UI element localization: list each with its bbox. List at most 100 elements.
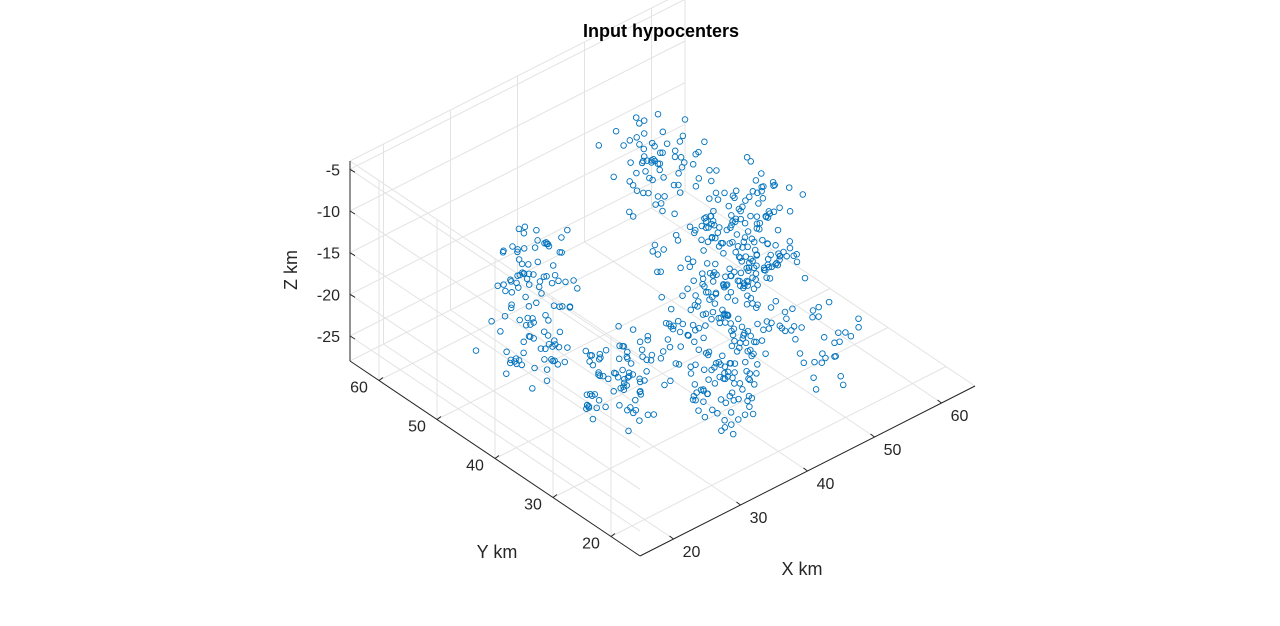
data-point — [700, 247, 707, 254]
data-point — [751, 338, 758, 346]
grid-line-z — [349, 335, 641, 532]
data-point — [733, 231, 741, 238]
data-point — [776, 204, 783, 211]
data-point — [525, 270, 533, 278]
data-point — [736, 344, 743, 351]
x-tick-mark — [669, 535, 674, 540]
data-point — [744, 292, 751, 299]
data-point — [695, 407, 702, 414]
z-tick-mark — [349, 168, 356, 173]
data-point — [847, 332, 855, 340]
data-point — [727, 288, 735, 296]
data-point — [731, 380, 738, 387]
data-point — [796, 350, 804, 357]
data-point — [551, 357, 558, 364]
x-tick-label: 60 — [951, 408, 969, 425]
data-point — [659, 149, 666, 156]
data-point — [754, 281, 761, 289]
data-point — [755, 200, 762, 207]
data-point — [525, 261, 532, 268]
data-point — [677, 343, 684, 350]
data-point — [722, 319, 729, 326]
data-point — [736, 380, 744, 387]
data-point — [754, 189, 761, 197]
data-point — [742, 197, 749, 204]
data-point — [729, 218, 736, 225]
data-point — [721, 417, 728, 424]
data-point — [763, 318, 771, 325]
data-point — [731, 337, 738, 345]
data-point — [540, 273, 548, 280]
data-point — [745, 264, 753, 271]
z-tick-mark — [349, 335, 356, 340]
data-point — [636, 378, 644, 386]
data-point — [772, 242, 779, 249]
data-point — [632, 114, 640, 121]
data-point — [638, 346, 646, 353]
data-point — [732, 218, 739, 225]
data-point — [734, 243, 742, 250]
data-point — [667, 305, 675, 313]
data-point — [744, 397, 751, 405]
data-point — [764, 240, 771, 247]
data-point — [535, 283, 543, 291]
data-point — [746, 403, 753, 410]
data-point — [562, 278, 569, 286]
data-point — [593, 404, 600, 412]
data-point — [657, 268, 664, 275]
z-tick-label: -25 — [317, 329, 340, 346]
data-point — [625, 369, 633, 377]
data-point — [692, 361, 699, 368]
data-point — [726, 392, 734, 400]
data-point — [650, 156, 657, 163]
data-point — [537, 345, 545, 352]
data-point — [800, 359, 808, 367]
data-point — [819, 350, 826, 357]
data-point — [661, 193, 668, 200]
data-point — [728, 212, 735, 219]
data-point — [700, 366, 708, 373]
data-point — [711, 300, 719, 307]
data-point — [836, 338, 843, 345]
data-point — [786, 244, 794, 252]
data-point — [536, 278, 544, 285]
data-point — [701, 138, 708, 146]
data-point — [811, 358, 818, 366]
data-point — [548, 279, 556, 287]
data-point — [644, 332, 652, 340]
data-point — [555, 277, 562, 285]
data-point — [605, 375, 612, 383]
data-point — [530, 271, 537, 278]
data-point — [671, 153, 679, 161]
data-point — [766, 275, 774, 282]
data-point — [714, 196, 722, 203]
data-point — [699, 270, 706, 277]
data-point — [497, 328, 504, 335]
data-point — [616, 402, 623, 409]
data-point — [731, 360, 739, 367]
z-tick-mark — [349, 252, 356, 257]
data-point — [743, 301, 751, 308]
data-point — [783, 252, 790, 260]
data-point — [643, 157, 651, 164]
data-point — [554, 361, 562, 368]
y-tick-label: 20 — [582, 536, 600, 553]
z-tick-label: -20 — [317, 287, 340, 304]
data-point — [723, 226, 731, 234]
data-point — [767, 251, 774, 259]
data-point — [730, 397, 738, 404]
data-point — [712, 234, 719, 242]
data-point — [582, 347, 590, 355]
grid-line-z — [349, 40, 686, 212]
data-point — [686, 223, 694, 231]
data-point — [707, 213, 714, 220]
data-point — [739, 386, 746, 393]
data-point — [633, 169, 640, 177]
data-point — [711, 364, 718, 371]
data-point — [533, 226, 540, 234]
data-point — [595, 371, 602, 378]
data-point — [522, 321, 530, 329]
data-point — [544, 332, 552, 339]
data-point — [644, 411, 652, 419]
data-point — [789, 305, 796, 312]
